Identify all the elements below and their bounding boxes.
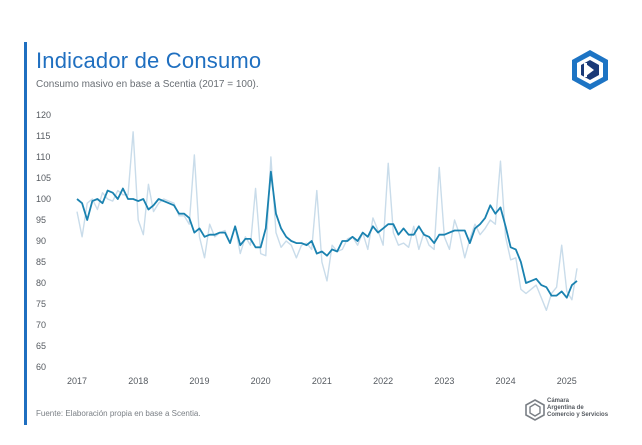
source-note: Fuente: Elaboración propia en base a Sce… (36, 409, 201, 418)
y-tick-label: 95 (36, 215, 46, 225)
y-tick-label: 115 (36, 131, 50, 141)
series-layer (76, 131, 578, 311)
brand-logo-icon (572, 50, 608, 90)
y-tick-label: 65 (36, 341, 46, 351)
series-line-raw (76, 131, 578, 311)
y-tick-label: 75 (36, 299, 46, 309)
y-tick-label: 105 (36, 173, 51, 183)
chamber-emblem-icon (525, 399, 545, 421)
series-line-trend (76, 170, 578, 299)
chamber-name-line: Cámara (547, 398, 570, 404)
accent-bar (24, 42, 27, 425)
y-tick-label: 80 (36, 278, 46, 288)
y-tick-label: 120 (36, 110, 51, 120)
x-tick-label: 2024 (496, 376, 516, 386)
chamber-name-line: Argentina de (547, 405, 584, 411)
x-tick-label: 2019 (189, 376, 209, 386)
chamber-name: Cámara Argentina de Comercio y Servicios (547, 398, 608, 419)
x-tick-label: 2021 (312, 376, 332, 386)
y-tick-label: 100 (36, 194, 51, 204)
x-tick-label: 2022 (373, 376, 393, 386)
x-tick-label: 2020 (251, 376, 271, 386)
x-tick-label: 2023 (434, 376, 454, 386)
x-tick-label: 2018 (128, 376, 148, 386)
x-tick-label: 2025 (557, 376, 577, 386)
x-axis: 2017 2018 2019 2020 2021 2022 2023 2024 2025 (67, 376, 577, 386)
y-tick-label: 70 (36, 320, 46, 330)
chamber-logo: Cámara Argentina de Comercio y Servicios (525, 398, 625, 424)
chart-subtitle: Consumo masivo en base a Scentia (2017 =… (36, 79, 259, 90)
x-tick-label: 2017 (67, 376, 87, 386)
y-tick-label: 85 (36, 257, 46, 267)
y-tick-label: 110 (36, 152, 50, 162)
y-axis: 60 65 70 75 80 85 90 95 100 105 110 115 120 (36, 110, 51, 372)
chamber-name-line: Comercio y Servicios (547, 412, 609, 418)
y-tick-label: 90 (36, 236, 46, 246)
chart-title: Indicador de Consumo (36, 48, 262, 73)
y-tick-label: 60 (36, 362, 46, 372)
